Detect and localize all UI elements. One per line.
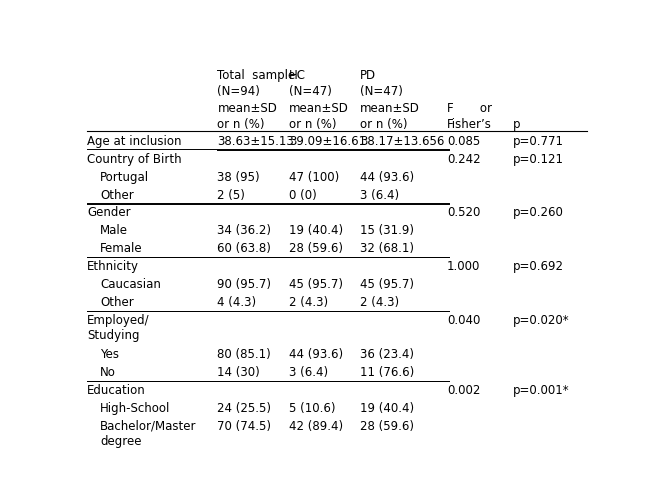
Text: Male: Male xyxy=(100,224,128,237)
Text: 42 (89.4): 42 (89.4) xyxy=(289,419,343,432)
Text: p=0.121: p=0.121 xyxy=(513,152,564,166)
Text: p=0.020*: p=0.020* xyxy=(513,313,570,326)
Text: or n (%): or n (%) xyxy=(289,117,336,130)
Text: (N=47): (N=47) xyxy=(289,85,332,98)
Text: 28 (59.6): 28 (59.6) xyxy=(360,419,414,432)
Text: mean±SD: mean±SD xyxy=(289,101,349,114)
Text: 3 (6.4): 3 (6.4) xyxy=(289,365,328,378)
Text: 14 (30): 14 (30) xyxy=(217,365,260,378)
Text: Female: Female xyxy=(100,242,143,255)
Text: Bachelor/Master
degree: Bachelor/Master degree xyxy=(100,419,197,447)
Text: 47 (100): 47 (100) xyxy=(289,170,339,183)
Text: Other: Other xyxy=(100,188,134,201)
Text: 0.520: 0.520 xyxy=(447,206,480,219)
Text: 0.242: 0.242 xyxy=(447,152,480,166)
Text: or n (%): or n (%) xyxy=(217,117,265,130)
Text: 0.002: 0.002 xyxy=(447,383,480,396)
Text: High-School: High-School xyxy=(100,401,170,414)
Text: mean±SD: mean±SD xyxy=(360,101,420,114)
Text: 34 (36.2): 34 (36.2) xyxy=(217,224,271,237)
Text: 2 (4.3): 2 (4.3) xyxy=(289,295,328,308)
Text: 44 (93.6): 44 (93.6) xyxy=(360,170,415,183)
Text: 3 (6.4): 3 (6.4) xyxy=(360,188,399,201)
Text: 19 (40.4): 19 (40.4) xyxy=(360,401,415,414)
Text: 0.040: 0.040 xyxy=(447,313,480,326)
Text: Yes: Yes xyxy=(100,348,119,360)
Text: Country of Birth: Country of Birth xyxy=(88,152,182,166)
Text: p=0.001*: p=0.001* xyxy=(513,383,570,396)
Text: 38.63±15.13: 38.63±15.13 xyxy=(217,135,294,148)
Text: 4 (4.3): 4 (4.3) xyxy=(217,295,257,308)
Text: p=0.692: p=0.692 xyxy=(513,260,564,272)
Text: Caucasian: Caucasian xyxy=(100,278,161,290)
Text: F       or: F or xyxy=(447,101,492,114)
Text: Employed/
Studying: Employed/ Studying xyxy=(88,313,150,341)
Text: 2 (5): 2 (5) xyxy=(217,188,245,201)
Text: 36 (23.4): 36 (23.4) xyxy=(360,348,414,360)
Text: 90 (95.7): 90 (95.7) xyxy=(217,278,271,290)
Text: Gender: Gender xyxy=(88,206,131,219)
Text: Education: Education xyxy=(88,383,146,396)
Text: 24 (25.5): 24 (25.5) xyxy=(217,401,271,414)
Text: Total  sample: Total sample xyxy=(217,69,295,82)
Text: 11 (76.6): 11 (76.6) xyxy=(360,365,415,378)
Text: Ethnicity: Ethnicity xyxy=(88,260,139,272)
Text: 45 (95.7): 45 (95.7) xyxy=(360,278,414,290)
Text: p: p xyxy=(513,117,520,130)
Text: 0 (0): 0 (0) xyxy=(289,188,316,201)
Text: 38 (95): 38 (95) xyxy=(217,170,260,183)
Text: 45 (95.7): 45 (95.7) xyxy=(289,278,343,290)
Text: 19 (40.4): 19 (40.4) xyxy=(289,224,343,237)
Text: 15 (31.9): 15 (31.9) xyxy=(360,224,414,237)
Text: (N=47): (N=47) xyxy=(360,85,403,98)
Text: 38.17±13.656: 38.17±13.656 xyxy=(360,135,445,148)
Text: mean±SD: mean±SD xyxy=(217,101,277,114)
Text: Other: Other xyxy=(100,295,134,308)
Text: 39.09±16.61: 39.09±16.61 xyxy=(289,135,366,148)
Text: Portugal: Portugal xyxy=(100,170,149,183)
Text: 0.085: 0.085 xyxy=(447,135,480,148)
Text: 1.000: 1.000 xyxy=(447,260,480,272)
Text: (N=94): (N=94) xyxy=(217,85,261,98)
Text: or n (%): or n (%) xyxy=(360,117,408,130)
Text: 28 (59.6): 28 (59.6) xyxy=(289,242,343,255)
Text: PD: PD xyxy=(360,69,376,82)
Text: p=0.771: p=0.771 xyxy=(513,135,564,148)
Text: Age at inclusion: Age at inclusion xyxy=(88,135,182,148)
Text: 80 (85.1): 80 (85.1) xyxy=(217,348,271,360)
Text: 60 (63.8): 60 (63.8) xyxy=(217,242,271,255)
Text: 70 (74.5): 70 (74.5) xyxy=(217,419,271,432)
Text: HC: HC xyxy=(289,69,306,82)
Text: 32 (68.1): 32 (68.1) xyxy=(360,242,414,255)
Text: 5 (10.6): 5 (10.6) xyxy=(289,401,336,414)
Text: 44 (93.6): 44 (93.6) xyxy=(289,348,343,360)
Text: Fisher’s: Fisher’s xyxy=(447,117,492,130)
Text: 2 (4.3): 2 (4.3) xyxy=(360,295,399,308)
Text: p=0.260: p=0.260 xyxy=(513,206,564,219)
Text: No: No xyxy=(100,365,116,378)
